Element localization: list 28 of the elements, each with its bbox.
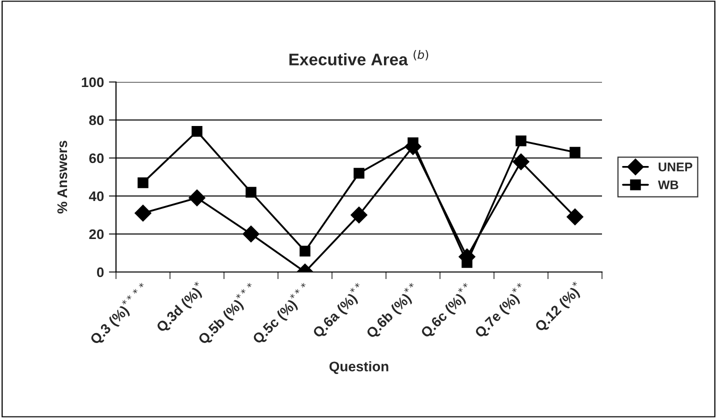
y-tick-label: 100 xyxy=(82,77,104,88)
y-tick-label: 20 xyxy=(89,229,104,240)
point xyxy=(570,146,580,158)
point xyxy=(350,206,368,224)
x-tick-label: Q.5c (%)$^{***}$ xyxy=(250,282,314,346)
point xyxy=(566,208,584,226)
legend-label: UNEP xyxy=(658,162,692,172)
point xyxy=(192,126,202,137)
x-tick-label: Q.6a (%)$^{**}$ xyxy=(312,282,360,340)
chart-title: Executive Area $^{(b)}$ xyxy=(289,50,428,66)
point xyxy=(188,190,206,206)
y-tick-label: 60 xyxy=(89,153,104,164)
x-tick-label: Q.12 (%)$^{*}$ xyxy=(532,280,586,334)
y-tick-label: 80 xyxy=(89,115,104,126)
y-axis-title: % Answers xyxy=(57,140,68,214)
y-tick-label: 0 xyxy=(97,267,104,278)
x-tick-label: Q.3 (%)$^{****}$ xyxy=(87,282,152,347)
x-axis-title: Question xyxy=(329,361,388,374)
legend-label: WB xyxy=(658,180,678,190)
y-tick-label: 40 xyxy=(88,191,104,202)
point xyxy=(246,186,256,198)
point xyxy=(354,168,364,179)
point xyxy=(134,204,152,222)
point xyxy=(516,136,526,146)
point xyxy=(242,226,260,242)
point xyxy=(300,246,310,256)
point xyxy=(138,177,148,188)
point xyxy=(512,153,530,170)
